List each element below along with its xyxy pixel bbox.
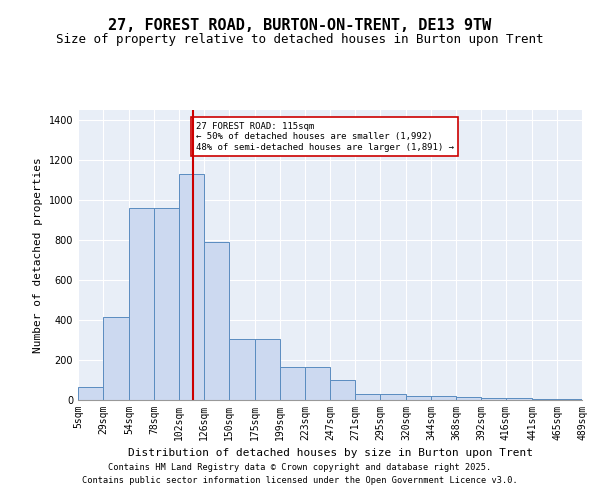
Bar <box>330 380 355 400</box>
Bar <box>481 398 506 400</box>
Bar <box>456 397 481 400</box>
Bar <box>103 317 129 400</box>
X-axis label: Distribution of detached houses by size in Burton upon Trent: Distribution of detached houses by size … <box>128 448 533 458</box>
Bar <box>255 339 280 400</box>
Bar <box>532 399 557 400</box>
Text: 27 FOREST ROAD: 115sqm
← 50% of detached houses are smaller (1,992)
48% of semi-: 27 FOREST ROAD: 115sqm ← 50% of detached… <box>196 122 454 152</box>
Bar <box>154 208 179 400</box>
Text: Contains public sector information licensed under the Open Government Licence v3: Contains public sector information licen… <box>82 476 518 485</box>
Bar <box>280 367 305 400</box>
Bar <box>204 242 229 400</box>
Bar <box>355 394 380 400</box>
Bar <box>305 367 330 400</box>
Bar <box>431 396 456 400</box>
Y-axis label: Number of detached properties: Number of detached properties <box>33 157 43 353</box>
Text: Contains HM Land Registry data © Crown copyright and database right 2025.: Contains HM Land Registry data © Crown c… <box>109 464 491 472</box>
Bar <box>557 399 582 400</box>
Bar <box>406 396 431 400</box>
Bar <box>179 174 204 400</box>
Bar <box>506 398 532 400</box>
Text: 27, FOREST ROAD, BURTON-ON-TRENT, DE13 9TW: 27, FOREST ROAD, BURTON-ON-TRENT, DE13 9… <box>109 18 491 32</box>
Text: Size of property relative to detached houses in Burton upon Trent: Size of property relative to detached ho… <box>56 32 544 46</box>
Bar <box>229 339 255 400</box>
Bar <box>78 387 103 400</box>
Bar <box>129 208 154 400</box>
Bar <box>380 394 406 400</box>
